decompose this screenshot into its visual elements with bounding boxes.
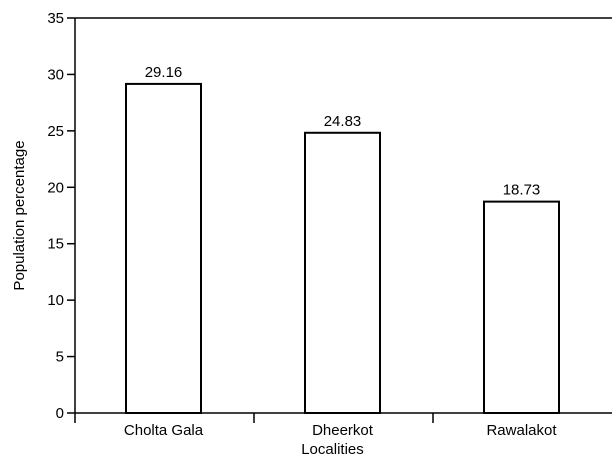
y-tick-label-5: 5 bbox=[56, 349, 64, 366]
bar-2 bbox=[304, 131, 381, 414]
y-tick-label-35: 35 bbox=[47, 10, 64, 27]
x-category-label-1: Cholta Gala bbox=[124, 422, 204, 439]
y-tick-label-25: 25 bbox=[47, 123, 64, 140]
x-axis-category-labels: Cholta Gala Dheerkot Rawalakot bbox=[124, 422, 557, 439]
bar-3 bbox=[483, 200, 560, 414]
data-label-1: 29.16 bbox=[145, 64, 183, 81]
data-label-2: 24.83 bbox=[324, 113, 362, 130]
data-labels: 29.16 24.83 18.73 bbox=[145, 64, 541, 199]
y-tick-label-0: 0 bbox=[56, 405, 64, 422]
x-axis-title: Localities bbox=[301, 441, 364, 458]
y-tick-label-30: 30 bbox=[47, 66, 64, 83]
x-category-label-2: Dheerkot bbox=[312, 422, 374, 439]
x-category-label-3: Rawalakot bbox=[486, 422, 557, 439]
y-tick-label-15: 15 bbox=[47, 236, 64, 253]
data-label-3: 18.73 bbox=[503, 182, 541, 199]
bars bbox=[125, 82, 560, 414]
y-tick-label-10: 10 bbox=[47, 292, 64, 309]
y-axis-ticks: 0 5 10 15 20 25 30 35 bbox=[47, 10, 75, 422]
y-axis-title: Population percentage bbox=[11, 140, 28, 290]
bar-1 bbox=[125, 82, 202, 414]
y-tick-label-20: 20 bbox=[47, 179, 64, 196]
